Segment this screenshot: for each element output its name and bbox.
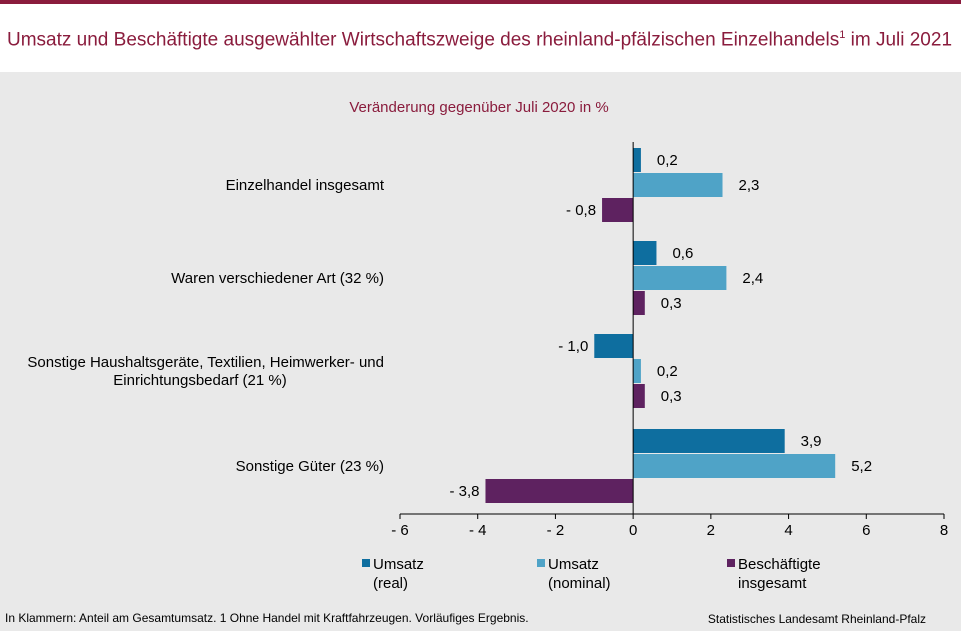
category-label: Sonstige Güter (23 %) [236, 458, 384, 475]
legend-swatch [537, 559, 545, 567]
data-labels: 0,2 2,3 - 0,8 0,6 2,4 0,3 - 1,0 0,2 0,3 3,9 5,2 - 3… [449, 152, 872, 500]
top-rule [0, 0, 961, 4]
chart-title: Umsatz und Beschäftigte ausgewählter Wir… [7, 29, 952, 51]
title-footnote-mark: 1 [839, 29, 846, 41]
legend-label: Umsatz (nominal) [548, 556, 611, 592]
bar-chart: Veränderung gegenüber Juli 2020 in % Ein… [27, 99, 948, 592]
data-label: 3,9 [801, 433, 822, 450]
data-label: 0,6 [672, 245, 693, 262]
x-axis: - 6 - 4 - 2 0 2 4 6 8 [391, 142, 948, 539]
bar [633, 241, 657, 265]
legend-label-line: insgesamt [738, 575, 807, 592]
bar [633, 173, 723, 197]
bar [633, 148, 641, 172]
legend-label-line: Umsatz [548, 556, 599, 573]
bar [633, 266, 727, 290]
bar [633, 384, 645, 408]
x-tick-label: 2 [707, 522, 715, 539]
legend-label-line: Umsatz [373, 556, 424, 573]
legend: Umsatz (real) Umsatz (nominal) Beschäftigte i… [362, 556, 821, 592]
footnote: In Klammern: Anteil am Gesamtumsatz. 1 O… [5, 611, 529, 625]
chart-subtitle: Veränderung gegenüber Juli 2020 in % [349, 99, 608, 116]
legend-label-line: (real) [373, 575, 408, 592]
category-label: Einzelhandel insgesamt [226, 177, 385, 194]
category-label: Sonstige Haushaltsgeräte, Textilien, Hei… [27, 354, 384, 389]
chart-title-suffix: im Juli 2021 [845, 29, 953, 51]
data-label: - 1,0 [558, 338, 588, 355]
category-label-line: Waren verschiedener Art (32 %) [171, 270, 384, 287]
bar [633, 454, 836, 478]
legend-label: Umsatz (real) [373, 556, 424, 592]
bar [633, 359, 641, 383]
data-label: 0,2 [657, 152, 678, 169]
x-tick-label: 8 [940, 522, 948, 539]
category-labels: Einzelhandel insgesamt Waren verschiedene… [27, 177, 384, 475]
data-label: 0,3 [661, 388, 682, 405]
data-label: - 0,8 [566, 202, 596, 219]
x-tick-label: 6 [862, 522, 870, 539]
data-label: - 3,8 [449, 483, 479, 500]
bar [602, 198, 634, 222]
legend-label-line: Beschäftigte [738, 556, 821, 573]
data-label: 5,2 [851, 458, 872, 475]
data-label: 0,2 [657, 363, 678, 380]
bars [485, 148, 836, 503]
title-band: Umsatz und Beschäftigte ausgewählter Wir… [0, 4, 961, 72]
bar [485, 479, 634, 503]
category-label: Waren verschiedener Art (32 %) [171, 270, 384, 287]
legend-swatch [362, 559, 370, 567]
category-label-line: Sonstige Haushaltsgeräte, Textilien, Hei… [27, 354, 384, 371]
bar [633, 291, 645, 315]
x-tick-label: 0 [629, 522, 637, 539]
legend-swatch [727, 559, 735, 567]
x-tick-label: - 6 [391, 522, 409, 539]
category-label-line: Einzelhandel insgesamt [226, 177, 385, 194]
x-tick-label: - 4 [469, 522, 487, 539]
x-tick-label: - 2 [547, 522, 565, 539]
chart-title-text: Umsatz und Beschäftigte ausgewählter Wir… [7, 29, 840, 51]
data-label: 0,3 [661, 295, 682, 312]
data-label: 2,3 [739, 177, 760, 194]
bar [594, 334, 634, 358]
legend-label: Beschäftigte insgesamt [738, 556, 821, 592]
x-tick-label: 4 [784, 522, 792, 539]
legend-label-line: (nominal) [548, 575, 611, 592]
data-label: 2,4 [742, 270, 763, 287]
category-label-line: Sonstige Güter (23 %) [236, 458, 384, 475]
category-label-line: Einrichtungsbedarf (21 %) [113, 372, 286, 389]
bar [633, 429, 785, 453]
source-note: Statistisches Landesamt Rheinland-Pfalz [707, 612, 926, 626]
